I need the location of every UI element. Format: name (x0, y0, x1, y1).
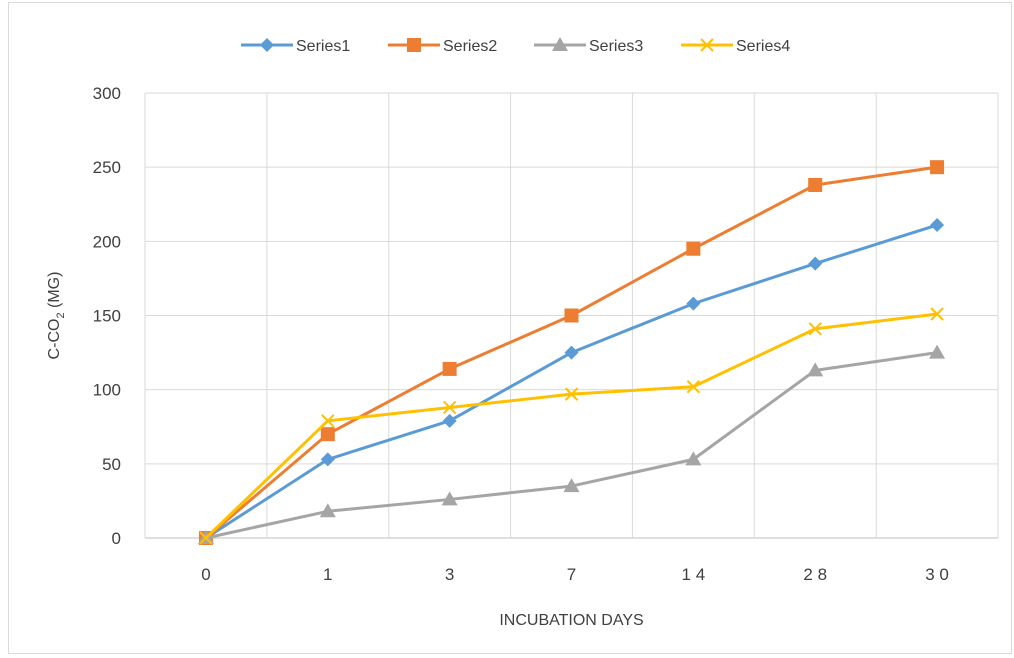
data-point (808, 322, 822, 336)
y-axis-title-subscript: 2 (55, 312, 67, 318)
data-point (564, 387, 579, 401)
data-point (685, 451, 702, 466)
legend-marker (407, 38, 421, 52)
y-tick-label: 300 (93, 84, 121, 103)
x-tick-label: 2 8 (803, 565, 827, 584)
x-marker-stroke (686, 379, 701, 394)
x-tick-label: 7 (567, 565, 576, 584)
y-axis-title: C-CO2 (MG) (46, 272, 67, 360)
data-point (320, 452, 335, 467)
data-point (808, 177, 823, 192)
data-point (442, 413, 457, 428)
data-point (930, 307, 944, 321)
legend-item: Series4 (681, 38, 790, 55)
x-marker-stroke (442, 400, 457, 415)
x-tick-label: 0 (201, 565, 210, 584)
legend-label: Series2 (443, 38, 497, 55)
legend-label: Series3 (589, 38, 643, 55)
x-marker-stroke (199, 531, 213, 545)
x-tick-label: 1 (323, 565, 332, 584)
series-layer (197, 160, 946, 545)
data-point (564, 345, 579, 360)
legend-marker (552, 37, 568, 51)
data-point (442, 361, 457, 376)
x-marker-stroke (321, 414, 335, 428)
data-point (686, 241, 701, 256)
data-point (563, 478, 580, 493)
data-point (321, 414, 335, 428)
series-3 (197, 344, 946, 544)
data-point (686, 379, 701, 394)
data-point (564, 308, 579, 323)
x-axis-title: INCUBATION DAYS (499, 612, 643, 629)
gridlines (144, 92, 999, 539)
legend-marker (260, 38, 274, 52)
data-point (199, 531, 213, 545)
y-tick-label: 50 (102, 455, 121, 474)
data-point (442, 400, 457, 415)
x-tick-label: 1 4 (682, 565, 706, 584)
x-marker-stroke (808, 322, 822, 336)
data-point (930, 218, 945, 233)
y-axis-title-suffix: (MG) (46, 272, 63, 313)
y-axis-ticks: 0 50 100 150 200 250 300 (93, 84, 121, 548)
legend-label: Series1 (296, 38, 350, 55)
x-marker-stroke (930, 307, 944, 321)
data-point (320, 427, 335, 442)
x-tick-label: 3 (445, 565, 454, 584)
data-point (929, 344, 946, 359)
data-point (441, 491, 458, 506)
y-axis-title-prefix: C-CO (46, 319, 63, 360)
data-point (807, 362, 824, 377)
y-tick-label: 0 (112, 529, 121, 548)
legend-item: Series2 (388, 38, 497, 55)
data-point (686, 296, 701, 311)
y-tick-label: 200 (93, 232, 121, 251)
x-tick-label: 3 0 (925, 565, 949, 584)
legend-item: Series3 (534, 37, 643, 55)
y-tick-label: 250 (93, 158, 121, 177)
data-point (319, 503, 336, 518)
legend-marker (700, 38, 714, 52)
data-point (808, 256, 823, 271)
x-marker-stroke (700, 38, 714, 52)
legend: Series1 Series2 Series3 Series4 (241, 37, 790, 55)
series-1 (198, 218, 945, 545)
y-tick-label: 150 (93, 307, 121, 326)
y-tick-label: 100 (93, 381, 121, 400)
x-marker-stroke (564, 387, 579, 401)
legend-label: Series4 (736, 38, 790, 55)
data-point (930, 160, 945, 175)
legend-item: Series1 (241, 38, 350, 55)
series-4 (199, 307, 944, 545)
